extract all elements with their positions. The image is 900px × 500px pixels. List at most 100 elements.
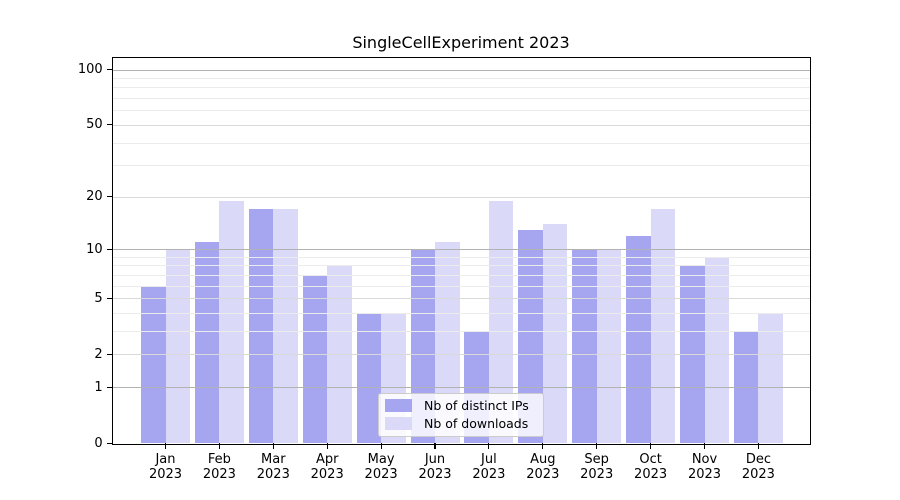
gridline-minor-70 [112, 98, 810, 99]
x-tick-oct [650, 443, 652, 449]
x-tick-month-sep: Sep [584, 451, 609, 467]
bar-downloads-feb [219, 200, 244, 444]
x-tick-year-dec: 2023 [741, 467, 775, 483]
legend: Nb of distinct IPs Nb of downloads [378, 392, 544, 437]
bar-downloads-oct [650, 209, 676, 444]
x-tick-nov [703, 443, 706, 449]
x-tick-month-nov: Nov [691, 451, 718, 467]
chart-title: SingleCellExperiment 2023 [352, 33, 570, 52]
x-tick-month-oct: Oct [639, 451, 662, 467]
gridline-minor-8 [112, 265, 810, 267]
x-tick-year-sep: 2023 [580, 467, 614, 483]
x-tick-label-sep: Sep 2023 [567, 452, 627, 483]
x-tick-jan [164, 443, 167, 449]
x-tick-apr [326, 443, 328, 449]
x-tick-year-oct: 2023 [634, 467, 668, 483]
y-tick-label-100: 100 [77, 62, 103, 77]
x-tick-aug [542, 443, 544, 449]
x-tick-year-nov: 2023 [687, 467, 722, 483]
x-tick-label-may: May 2023 [351, 452, 411, 483]
x-tick-year-mar: 2023 [256, 467, 290, 483]
gridline-mid-2 [112, 354, 810, 356]
legend-entry-distinct-ips: Nb of distinct IPs [385, 398, 543, 413]
x-tick-year-aug: 2023 [526, 467, 560, 483]
x-tick-year-jun: 2023 [418, 467, 452, 483]
x-tick-year-feb: 2023 [202, 467, 236, 483]
legend-label-downloads: Nb of downloads [424, 416, 529, 431]
bar-distinct-ips-oct [626, 235, 651, 444]
x-tick-year-jul: 2023 [472, 467, 506, 483]
x-tick-dec [757, 443, 759, 449]
y-tick-label-10: 10 [86, 241, 103, 257]
bar-downloads-sep [596, 249, 622, 444]
plot-frame [111, 56, 812, 445]
gridline-major-1 [112, 387, 810, 389]
y-tick-10 [107, 248, 113, 250]
x-tick-month-apr: Apr [315, 451, 339, 467]
x-tick-jun [434, 443, 436, 449]
bar-distinct-ips-may [356, 313, 382, 444]
y-tick-5 [107, 297, 113, 299]
x-tick-label-nov: Nov 2023 [675, 452, 735, 483]
gridline-major-100 [112, 69, 810, 71]
x-tick-year-jan: 2023 [148, 467, 183, 483]
x-tick-label-mar: Mar 2023 [243, 452, 303, 483]
y-tick-label-50: 50 [86, 117, 103, 133]
x-tick-month-feb: Feb [207, 451, 231, 467]
x-tick-feb [218, 443, 220, 449]
bar-downloads-aug [542, 224, 568, 444]
y-tick-label-1: 1 [94, 379, 103, 395]
gridline-minor-6 [112, 285, 810, 287]
y-tick-label-20: 20 [86, 189, 103, 205]
x-tick-label-jan: Jan 2023 [136, 452, 196, 483]
x-tick-label-jul: Jul 2023 [459, 452, 519, 483]
y-tick-label-2: 2 [94, 346, 103, 362]
gridline-minor-40 [112, 142, 810, 144]
bar-downloads-jan [165, 249, 190, 444]
x-tick-month-may: May [367, 451, 395, 467]
x-tick-jul [488, 443, 490, 449]
y-tick-2 [107, 353, 113, 355]
gridline-minor-4 [112, 313, 810, 314]
gridline-major-10 [112, 249, 810, 251]
x-tick-label-aug: Aug 2023 [513, 452, 573, 483]
gridline-minor-7 [112, 274, 810, 276]
bar-distinct-ips-jan [141, 285, 166, 444]
legend-swatch-downloads [385, 417, 412, 430]
gridline-minor-3 [112, 331, 810, 333]
x-tick-month-jul: Jul [481, 451, 497, 467]
x-tick-month-aug: Aug [530, 451, 556, 467]
y-tick-1 [107, 386, 113, 388]
bar-distinct-ips-sep [572, 249, 597, 444]
gridline-minor-9 [112, 256, 810, 258]
gridline-minor-30 [112, 165, 810, 167]
legend-entry-downloads: Nb of downloads [385, 416, 543, 431]
y-tick-20 [107, 196, 113, 198]
bar-distinct-ips-mar [248, 209, 274, 444]
bar-distinct-ips-apr [302, 274, 328, 444]
gridline-minor-60 [112, 110, 810, 112]
gridline-minor-90 [112, 77, 810, 79]
x-tick-label-dec: Dec 2023 [728, 452, 788, 483]
x-tick-month-jun: Jun [424, 451, 446, 467]
y-tick-label-0: 0 [94, 435, 103, 451]
x-tick-month-mar: Mar [261, 451, 286, 467]
y-tick-100 [107, 68, 113, 71]
gridline-mid-5 [112, 298, 810, 300]
x-tick-year-apr: 2023 [310, 467, 344, 483]
y-tick-0 [107, 442, 113, 444]
y-tick-label-5: 5 [94, 290, 103, 306]
x-tick-label-oct: Oct 2023 [621, 452, 681, 483]
x-tick-label-jun: Jun 2023 [405, 452, 465, 483]
x-tick-label-feb: Feb 2023 [189, 452, 249, 483]
gridline-mid-50 [112, 124, 810, 126]
gridline-mid-20 [112, 196, 810, 198]
y-tick-50 [107, 124, 113, 126]
x-tick-year-may: 2023 [364, 467, 398, 483]
x-tick-month-dec: Dec [745, 451, 771, 467]
x-tick-month-jan: Jan [155, 451, 176, 467]
x-tick-may [380, 443, 382, 449]
x-tick-mar [272, 443, 274, 449]
